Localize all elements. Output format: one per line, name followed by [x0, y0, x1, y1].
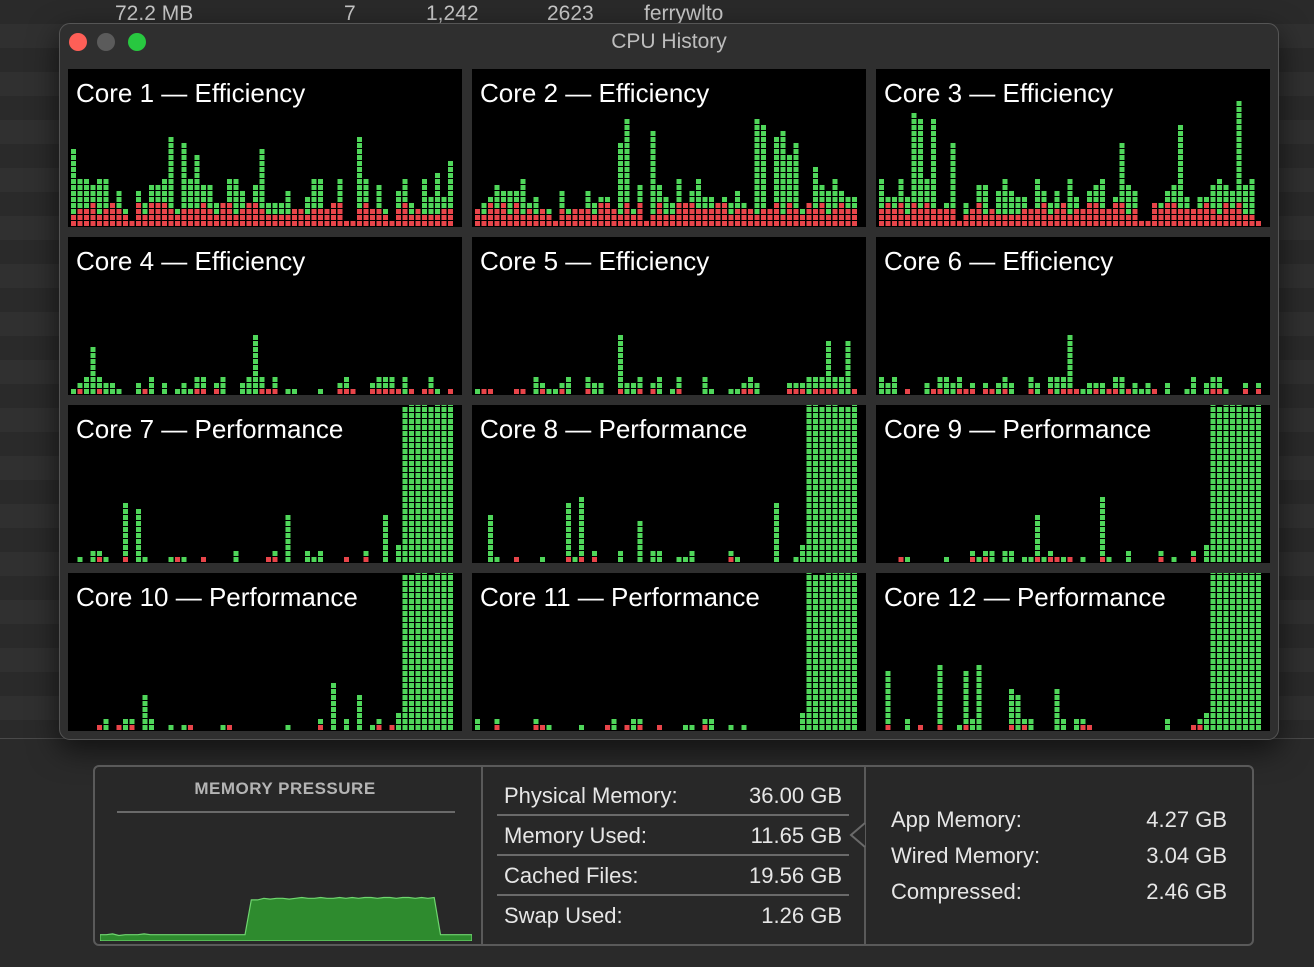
core-title: Core 2 — Efficiency	[480, 78, 710, 108]
stat-memory-used: Memory Used: 11.65 GB	[497, 816, 849, 854]
core-usage-history	[475, 119, 857, 226]
process-memory: 72.2 MB	[115, 2, 194, 25]
core-title: Core 6 — Efficiency	[884, 246, 1114, 276]
zoom-window-button[interactable]	[128, 33, 146, 51]
stat-compressed: Compressed: 2.46 GB	[891, 879, 1227, 911]
process-pid: 2623	[547, 2, 594, 25]
memory-used-pointer-icon	[849, 822, 866, 848]
memory-panel: MEMORY PRESSURE Physical Memory: 36.00 G…	[93, 765, 1254, 946]
core-title: Core 3 — Efficiency	[884, 78, 1114, 108]
core-usage-history	[488, 405, 857, 562]
stat-value: 19.56 GB	[749, 863, 842, 888]
core-title: Core 1 — Efficiency	[76, 78, 306, 108]
memory-pressure-graph	[100, 896, 472, 941]
core-title: Core 10 — Performance	[76, 582, 358, 612]
divider	[497, 894, 849, 896]
divider	[481, 767, 483, 944]
stat-cached-files: Cached Files: 19.56 GB	[497, 856, 849, 894]
core-10-graph: Core 10 — Performance	[68, 573, 462, 731]
stat-value: 4.27 GB	[1146, 807, 1227, 832]
stat-wired-memory: Wired Memory: 3.04 GB	[891, 843, 1227, 875]
stat-label: Compressed:	[891, 879, 1022, 904]
title-bar[interactable]: CPU History	[60, 24, 1278, 60]
stat-label: Memory Used:	[504, 823, 648, 848]
core-1-graph: Core 1 — Efficiency	[68, 69, 462, 227]
core-4-graph: Core 4 — Efficiency	[68, 237, 462, 395]
core-12-graph: Core 12 — Performance	[876, 573, 1270, 731]
core-6-graph: Core 6 — Efficiency	[876, 237, 1270, 395]
stat-label: Wired Memory:	[891, 843, 1041, 868]
stat-value: 1.26 GB	[761, 903, 842, 928]
divider	[864, 767, 866, 944]
stat-label: App Memory:	[891, 807, 1022, 832]
core-title: Core 7 — Performance	[76, 414, 344, 444]
core-usage-history	[97, 573, 453, 730]
core-title: Core 9 — Performance	[884, 414, 1152, 444]
divider	[117, 811, 455, 813]
process-user: ferrywlto	[644, 2, 724, 25]
core-title: Core 4 — Efficiency	[76, 246, 306, 276]
memory-pressure-box: MEMORY PRESSURE	[95, 767, 481, 944]
core-2-graph: Core 2 — Efficiency	[472, 69, 866, 227]
process-threads: 7	[344, 2, 356, 25]
stat-physical-memory: Physical Memory: 36.00 GB	[497, 776, 849, 814]
memory-pressure-area	[100, 896, 472, 941]
core-title: Core 5 — Efficiency	[480, 246, 710, 276]
process-ports: 1,242	[426, 2, 479, 25]
core-5-graph: Core 5 — Efficiency	[472, 237, 866, 395]
stat-value: 36.00 GB	[749, 783, 842, 808]
minimize-window-button[interactable]	[97, 33, 115, 51]
window-title: CPU History	[611, 30, 727, 53]
core-usage-history	[71, 335, 453, 394]
divider	[497, 814, 849, 816]
cpu-history-window: CPU History Core 1 — Efficiency Core 2 — …	[59, 23, 1279, 740]
stat-swap-used: Swap Used: 1.26 GB	[497, 896, 849, 934]
core-title: Core 11 — Performance	[480, 582, 760, 612]
core-usage-history	[475, 335, 857, 394]
process-row[interactable]: 72.2 MB 7 1,242 2623 ferrywlto	[0, 0, 1314, 26]
stat-app-memory: App Memory: 4.27 GB	[891, 807, 1227, 839]
core-3-graph: Core 3 — Efficiency	[876, 69, 1270, 227]
divider	[497, 854, 849, 856]
core-9-graph: Core 9 — Performance	[876, 405, 1270, 563]
stat-label: Cached Files:	[504, 863, 639, 888]
core-usage-history	[879, 335, 1261, 394]
core-title: Core 12 — Performance	[884, 582, 1166, 612]
stat-value: 11.65 GB	[750, 823, 842, 848]
close-window-button[interactable]	[69, 33, 87, 51]
core-usage-history	[879, 101, 1261, 226]
core-11-graph: Core 11 — Performance	[472, 573, 866, 731]
stat-value: 3.04 GB	[1146, 843, 1227, 868]
core-usage-history	[475, 573, 857, 730]
core-usage-history	[71, 137, 453, 226]
core-usage-history	[77, 405, 453, 562]
core-usage-history	[885, 573, 1261, 730]
core-title: Core 8 — Performance	[480, 414, 748, 444]
stat-label: Swap Used:	[504, 903, 623, 928]
memory-pressure-title: MEMORY PRESSURE	[194, 779, 376, 798]
stat-label: Physical Memory:	[504, 783, 678, 808]
core-7-graph: Core 7 — Performance	[68, 405, 462, 563]
stat-value: 2.46 GB	[1146, 879, 1227, 904]
core-usage-history	[898, 405, 1261, 562]
core-8-graph: Core 8 — Performance	[472, 405, 866, 563]
